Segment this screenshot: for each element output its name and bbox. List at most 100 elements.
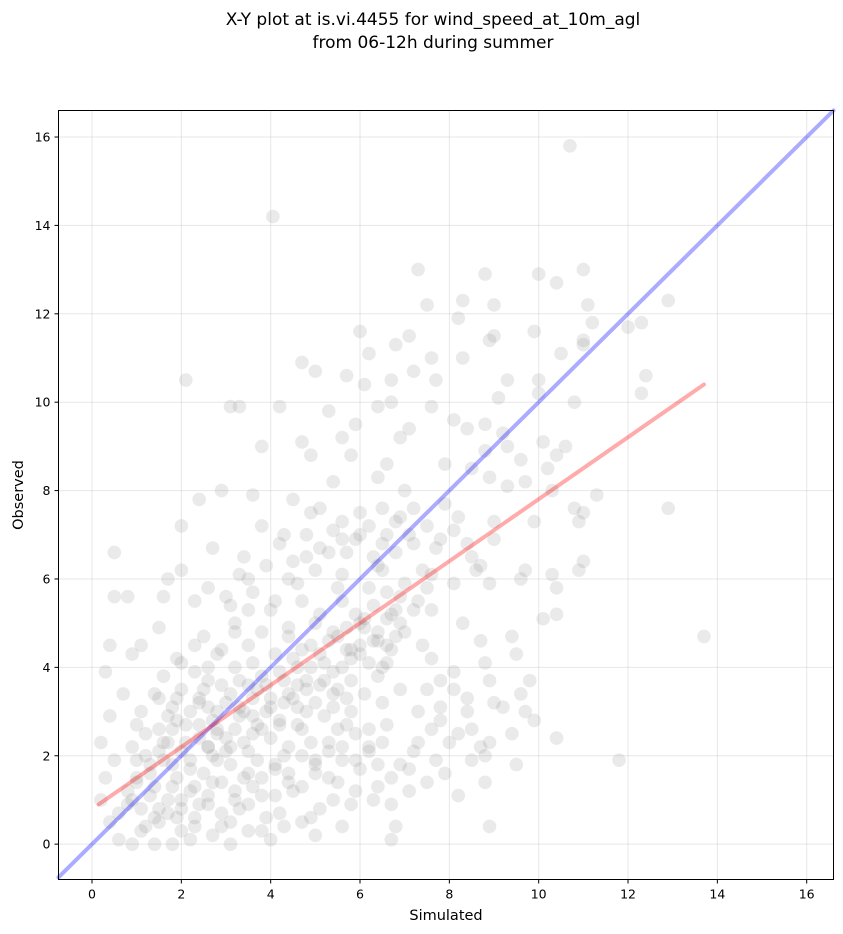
data-point: [266, 209, 280, 224]
data-point: [478, 656, 492, 670]
data-point: [576, 554, 591, 569]
data-point: [321, 545, 336, 560]
data-point: [357, 611, 372, 626]
data-point: [487, 298, 501, 312]
data-point: [232, 567, 247, 582]
data-point: [353, 762, 367, 776]
data-point: [125, 647, 140, 661]
data-point: [223, 740, 238, 754]
data-point: [174, 682, 189, 697]
data-point: [326, 700, 341, 714]
data-point: [201, 581, 215, 595]
data-point: [134, 801, 148, 816]
data-point: [581, 298, 595, 312]
data-point: [558, 439, 573, 454]
data-point: [353, 638, 367, 653]
data-point: [187, 779, 202, 794]
data-point: [527, 514, 542, 529]
data-point: [210, 647, 224, 661]
data-point: [196, 629, 211, 644]
data-point: [380, 718, 394, 732]
data-point: [339, 642, 354, 657]
data-point: [317, 656, 332, 670]
data-point: [308, 563, 323, 577]
data-point: [482, 673, 497, 688]
data-point: [232, 709, 247, 723]
x-tick-label: 6: [356, 887, 364, 902]
data-point: [500, 439, 515, 454]
data-point: [214, 483, 229, 498]
data-point: [496, 700, 510, 714]
data-point: [192, 492, 207, 507]
chart-subtitle: from 06-12h during summer: [313, 33, 554, 53]
data-point: [152, 815, 166, 829]
data-point: [138, 726, 153, 741]
data-point: [304, 810, 318, 825]
data-point: [388, 514, 403, 529]
data-point: [585, 315, 600, 330]
data-point: [179, 735, 193, 750]
data-point: [281, 775, 296, 790]
data-point: [473, 740, 488, 754]
data-point: [205, 713, 220, 728]
data-point: [129, 753, 144, 767]
data-point: [313, 541, 327, 555]
data-point: [268, 762, 282, 776]
data-point: [254, 771, 269, 785]
data-point: [522, 673, 537, 688]
data-point: [429, 541, 443, 555]
data-point: [402, 784, 416, 798]
data-point: [304, 505, 318, 520]
data-point: [393, 616, 408, 630]
data-point: [304, 735, 318, 750]
data-point: [241, 603, 256, 617]
data-point: [612, 753, 626, 767]
data-point: [411, 704, 425, 719]
data-point: [402, 329, 416, 343]
data-point: [304, 638, 318, 653]
data-point: [268, 594, 282, 608]
data-point: [228, 784, 242, 798]
data-point: [424, 651, 439, 666]
data-point: [205, 828, 220, 843]
data-point: [290, 700, 305, 714]
data-point: [321, 634, 336, 648]
data-point: [362, 722, 376, 737]
regression-line: [96, 382, 706, 807]
data-point: [290, 718, 305, 732]
data-point: [540, 461, 555, 476]
data-point: [464, 753, 479, 767]
data-point: [210, 753, 224, 767]
data-point: [147, 687, 162, 701]
data-point: [201, 673, 215, 688]
data-point: [509, 757, 524, 772]
data-point: [147, 779, 162, 794]
data-point: [281, 766, 296, 781]
data-point: [335, 753, 349, 767]
data-point: [429, 373, 443, 387]
x-tick-label: 16: [799, 887, 815, 902]
data-point: [165, 700, 180, 714]
data-point: [424, 722, 439, 737]
data-point: [129, 775, 144, 790]
data-point: [214, 775, 229, 790]
data-point: [107, 753, 122, 767]
data-point: [232, 673, 247, 688]
data-point: [384, 832, 399, 847]
data-point: [447, 523, 461, 538]
data-point: [272, 664, 287, 679]
data-point: [299, 682, 314, 697]
data-point: [531, 386, 546, 401]
data-point: [268, 647, 282, 661]
data-point: [371, 470, 385, 485]
data-point: [460, 704, 475, 719]
data-point: [246, 656, 260, 670]
data-point: [304, 448, 318, 463]
data-point: [241, 766, 256, 781]
data-point: [295, 642, 309, 657]
data-point: [634, 386, 649, 401]
data-point: [246, 585, 260, 600]
data-point: [393, 430, 408, 445]
data-point: [232, 700, 247, 714]
data-point: [455, 293, 470, 308]
